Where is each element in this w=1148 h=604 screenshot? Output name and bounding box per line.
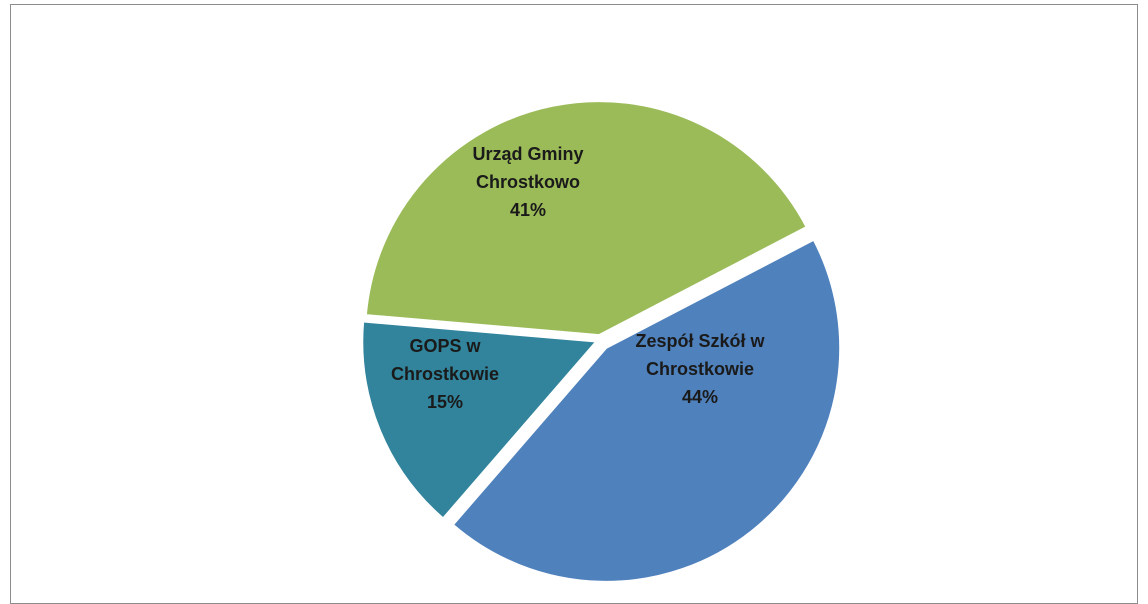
pie-slice-1 xyxy=(451,238,842,583)
slice-label-3: Urząd Gminy Chrostkowo 41% xyxy=(472,144,583,220)
pie-slice-3 xyxy=(364,100,808,337)
pie-slice-2 xyxy=(361,320,599,520)
slice-label-2: GOPS w Chrostkowie 15% xyxy=(391,336,499,412)
slice-label-1: Zespół Szkół w Chrostkowie 44% xyxy=(635,331,765,407)
